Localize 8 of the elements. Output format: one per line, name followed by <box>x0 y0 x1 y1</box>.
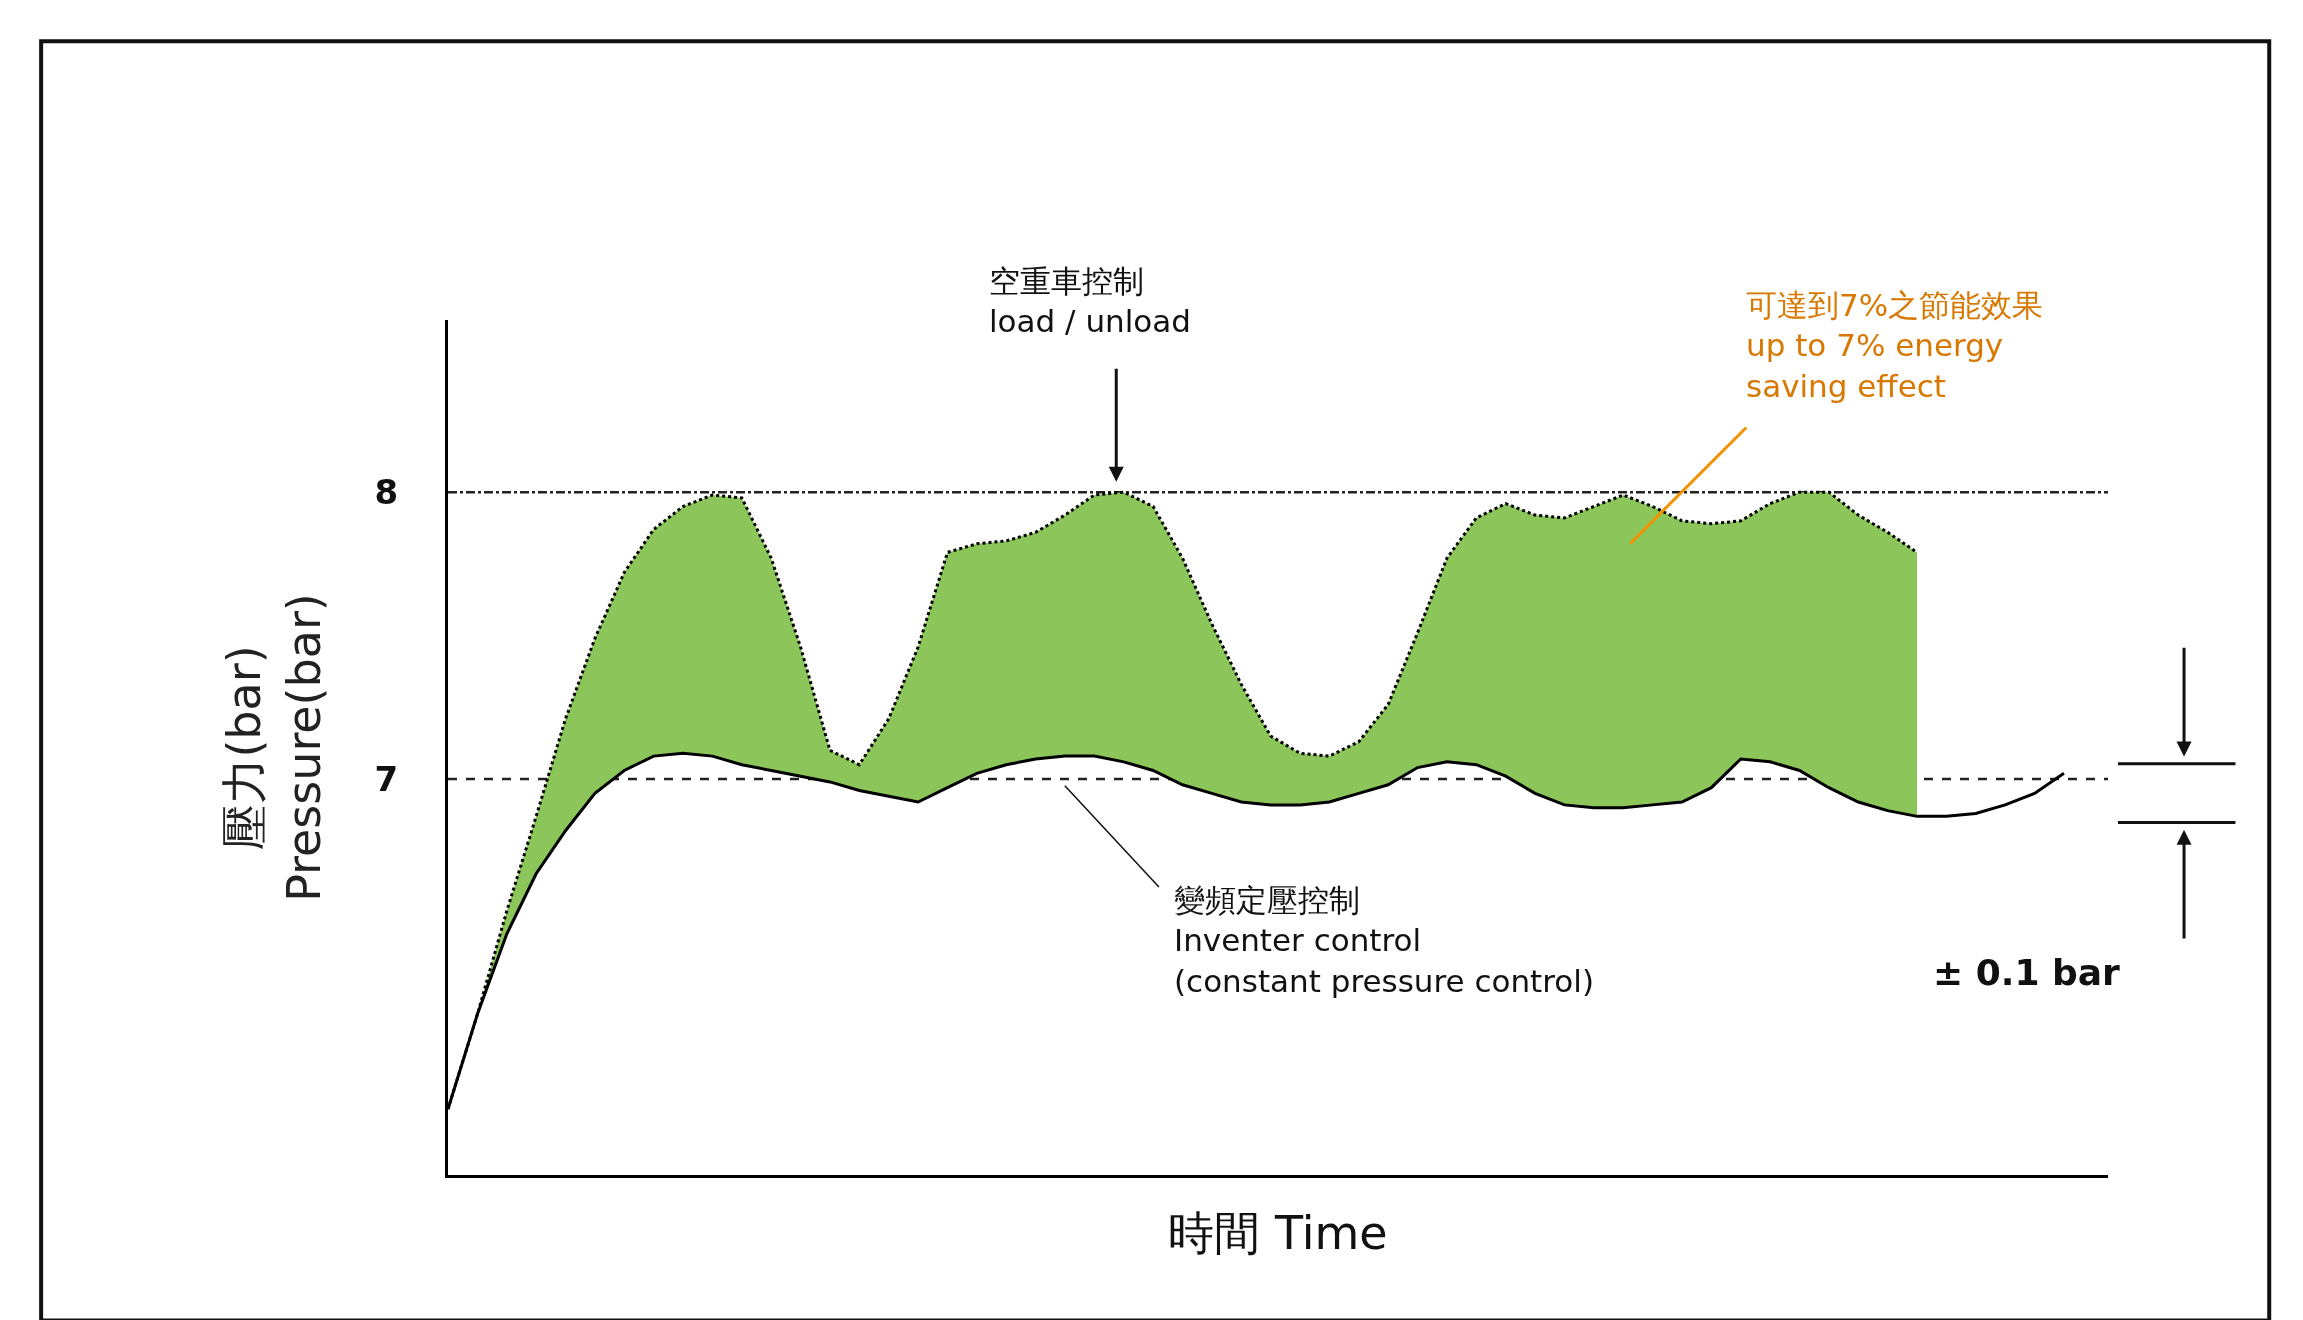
annotation: 變頻定壓控制 Inventer control (constant pressure control) <box>1174 882 1595 999</box>
annotation: 空重車控制 load / unload <box>989 263 1191 340</box>
y-tick-label: 7 <box>374 758 399 799</box>
x-axis-title: 時間 Time <box>1168 1205 1388 1260</box>
annotation: ± 0.1 bar <box>1933 952 2121 993</box>
y-tick-label: 8 <box>374 472 399 513</box>
annotation: 可達到7%之節能效果 up to 7% energy saving effect <box>1746 287 2044 404</box>
y-axis-title: 壓力(bar) Pressure(bar) <box>217 593 331 902</box>
